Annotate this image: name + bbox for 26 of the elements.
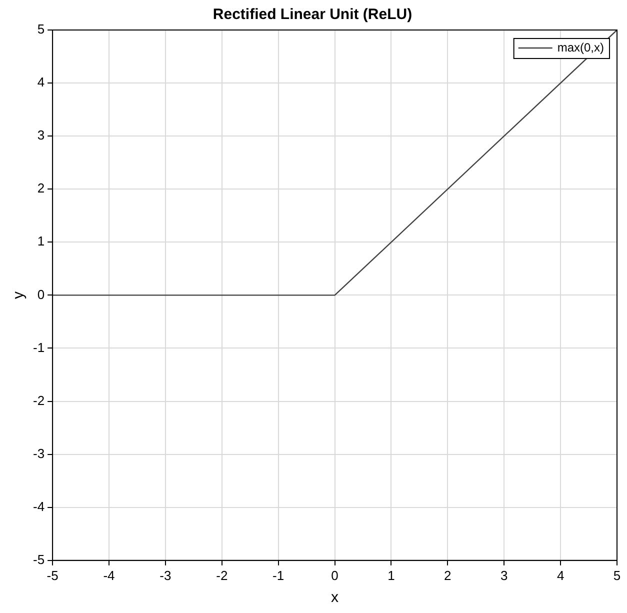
y-tick-label: -1 bbox=[32, 340, 45, 355]
x-tick-label: 5 bbox=[613, 568, 621, 583]
x-tick-label: -5 bbox=[46, 568, 58, 583]
y-tick-label: -3 bbox=[32, 446, 45, 461]
y-tick-label: 5 bbox=[37, 22, 45, 37]
x-tick-label: -3 bbox=[160, 568, 172, 583]
x-tick-label: 3 bbox=[500, 568, 508, 583]
y-tick-label: -2 bbox=[32, 392, 45, 408]
x-tick-label: -4 bbox=[103, 568, 115, 583]
y-tick-label: -4 bbox=[32, 498, 45, 514]
y-tick-label: 3 bbox=[37, 128, 45, 143]
y-tick-label: 4 bbox=[37, 74, 45, 90]
x-tick-label: -1 bbox=[272, 568, 284, 583]
x-axis-title: x bbox=[331, 589, 340, 606]
x-tick-label: 0 bbox=[331, 568, 338, 583]
y-tick-label: 0 bbox=[37, 286, 45, 302]
y-axis-title: y bbox=[10, 290, 28, 299]
chart-title: Rectified Linear Unit (ReLU) bbox=[212, 6, 412, 24]
y-tick-label: 2 bbox=[37, 180, 45, 196]
y-tick-label: -5 bbox=[32, 552, 45, 567]
legend-label: max(0,x) bbox=[557, 40, 604, 54]
y-tick-label: 1 bbox=[37, 234, 45, 249]
x-tick-label: 4 bbox=[556, 568, 564, 583]
x-tick-label: -2 bbox=[216, 568, 228, 583]
x-tick-label: 2 bbox=[444, 568, 452, 583]
x-tick-label: 1 bbox=[388, 568, 395, 583]
